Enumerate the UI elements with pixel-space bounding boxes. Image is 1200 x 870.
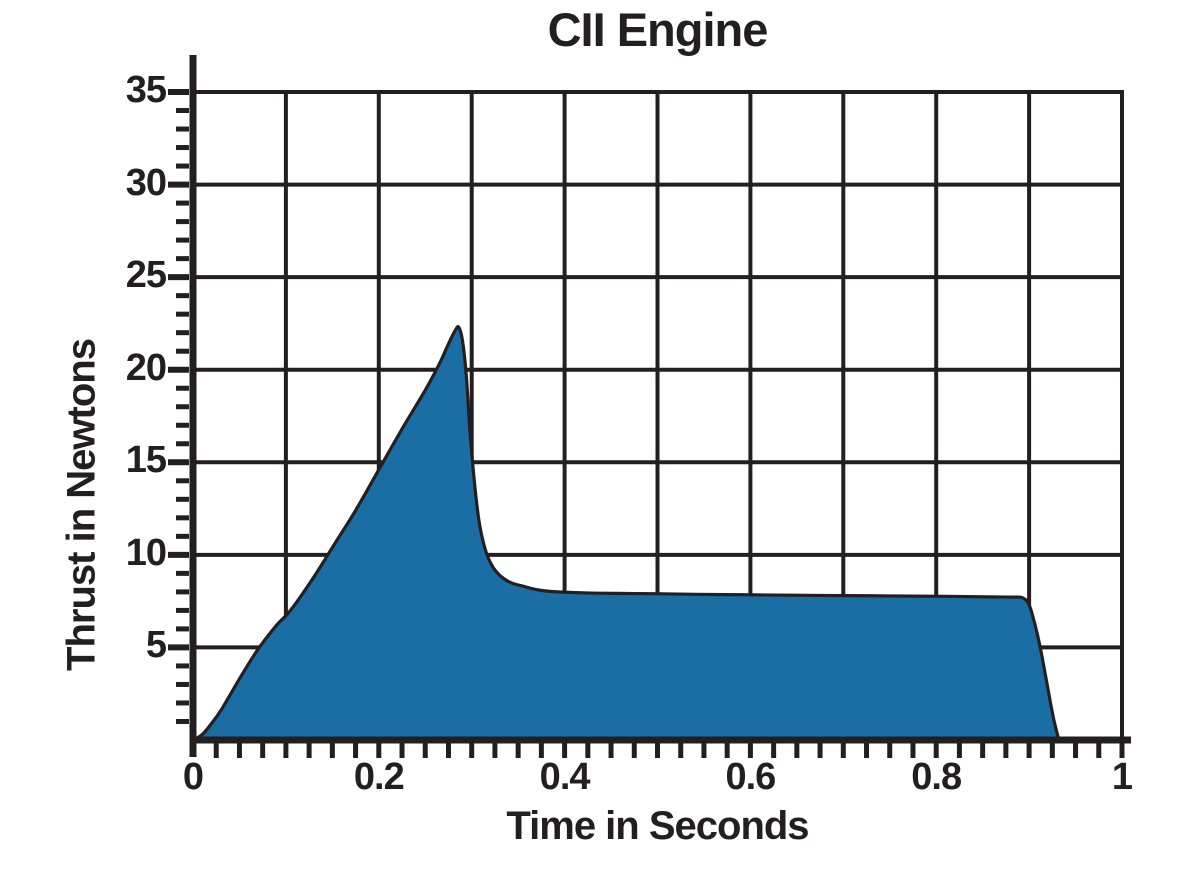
- x-tick-label: 0.8: [911, 756, 962, 798]
- axis-lines: [189, 55, 1131, 757]
- y-tick-label: 35: [125, 69, 167, 112]
- y-tick-label: 25: [125, 254, 167, 297]
- x-axis-title: Time in Seconds: [506, 804, 809, 848]
- y-tick-label: 10: [125, 532, 167, 575]
- y-tick-label: 5: [145, 624, 167, 667]
- x-tick-label: 0: [182, 756, 204, 798]
- x-tick-label: 0.4: [539, 756, 591, 798]
- tick-marks: [168, 89, 1125, 758]
- chart-title: CII Engine: [547, 3, 769, 56]
- x-tick-label: 1: [1111, 756, 1133, 798]
- y-tick-label: 15: [125, 439, 167, 482]
- x-tick-label: 0.6: [725, 756, 776, 798]
- y-tick-label: 30: [125, 161, 167, 204]
- thrust-curve-area: [191, 325, 1061, 742]
- x-tick-label: 0.2: [353, 756, 405, 798]
- y-tick-label: 20: [125, 346, 167, 389]
